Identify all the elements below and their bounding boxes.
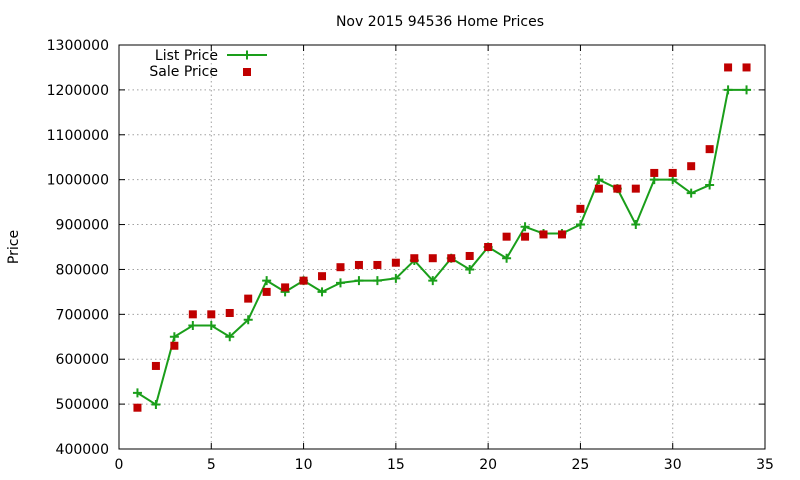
sale-price-point <box>188 310 197 319</box>
y-tick-label: 900000 <box>56 218 109 234</box>
list-price-point <box>169 332 179 342</box>
sale-price-point <box>687 162 696 171</box>
y-tick-label: 400000 <box>56 442 109 458</box>
legend-label-sale-price: Sale Price <box>149 64 218 80</box>
y-tick-label: 500000 <box>56 397 109 413</box>
sale-price-point <box>447 254 456 263</box>
list-price-point <box>686 188 696 198</box>
sale-price-point <box>576 204 585 213</box>
sale-price-point <box>557 230 566 239</box>
y-tick-label: 1200000 <box>47 83 109 99</box>
sale-price-point <box>742 63 751 72</box>
sale-price-point <box>631 184 640 193</box>
sale-price-point <box>354 260 363 269</box>
y-tick-label: 1100000 <box>47 128 109 144</box>
sale-price-point <box>594 184 603 193</box>
x-tick-label: 5 <box>207 457 216 473</box>
list-price-point <box>188 321 198 331</box>
list-price-point <box>723 85 733 95</box>
list-price-point <box>465 264 475 274</box>
list-price-point <box>206 321 216 331</box>
plot-frame <box>118 44 766 450</box>
sale-price-point <box>539 230 548 239</box>
sale-price-point <box>318 272 327 281</box>
list-price-point <box>335 278 345 288</box>
sale-price-point <box>410 254 419 263</box>
data-series <box>132 63 752 412</box>
sale-price-point <box>336 263 345 272</box>
x-tick-label: 25 <box>572 457 590 473</box>
sale-price-point <box>428 254 437 263</box>
list-price-point <box>243 315 253 325</box>
list-price-point <box>631 220 641 230</box>
sale-price-point <box>484 243 493 251</box>
list-price-point <box>594 175 604 185</box>
list-price-point <box>705 180 715 190</box>
sale-price-point <box>170 341 179 350</box>
sale-price-point <box>262 287 271 296</box>
list-price-point <box>225 332 235 342</box>
x-tick-label: 10 <box>295 457 313 473</box>
sale-price-point <box>465 251 474 260</box>
list-price-point <box>372 276 382 286</box>
legend: List Price Sale Price <box>149 48 267 80</box>
y-axis-label: Price <box>6 230 22 264</box>
grid <box>119 45 765 449</box>
list-price-point <box>502 253 512 263</box>
y-tick-label: 600000 <box>56 352 109 368</box>
sale-price-point <box>225 308 234 317</box>
x-tick-label: 35 <box>756 457 774 473</box>
sale-price-point <box>391 258 400 267</box>
x-tick-label: 30 <box>664 457 682 473</box>
sale-price-point <box>613 184 622 193</box>
sale-price-point <box>650 168 659 177</box>
sale-price-point <box>244 294 253 303</box>
sale-price-point <box>373 260 382 269</box>
axis-ticks <box>118 44 766 450</box>
tick-labels: 0 5 10 15 20 25 30 35 400000 500000 600000 700000 80… <box>47 38 774 473</box>
x-tick-label: 20 <box>479 457 497 473</box>
sale-price-point <box>502 232 511 241</box>
list-price-point <box>132 388 142 398</box>
list-price-point <box>520 222 530 232</box>
list-price-point <box>317 287 327 297</box>
x-tick-label: 15 <box>387 457 405 473</box>
list-price-point <box>742 85 752 95</box>
y-tick-label: 1000000 <box>47 173 109 189</box>
legend-marker-list-price <box>242 50 252 60</box>
list-price-point <box>262 276 272 286</box>
sale-price-point <box>724 63 733 72</box>
series-line-list-price <box>136 88 747 406</box>
y-tick-label: 1300000 <box>47 38 109 54</box>
list-price-point <box>428 276 438 286</box>
list-price-point <box>354 276 364 286</box>
sale-price-point <box>133 403 142 412</box>
sale-price-point <box>668 168 677 177</box>
list-price-point <box>575 220 585 230</box>
sale-price-point <box>207 310 216 319</box>
y-tick-label: 800000 <box>56 262 109 278</box>
x-tick-label: 0 <box>115 457 124 473</box>
legend-label-list-price: List Price <box>155 48 218 64</box>
sale-price-point <box>281 283 290 292</box>
sale-price-point <box>151 361 160 370</box>
sale-price-point <box>521 232 530 241</box>
list-price-point <box>391 273 401 283</box>
legend-marker-sale-price <box>243 68 251 76</box>
sale-price-point <box>705 145 714 154</box>
chart-title: Nov 2015 94536 Home Prices <box>336 14 544 30</box>
sale-price-point <box>299 276 308 285</box>
y-tick-label: 700000 <box>56 307 109 323</box>
list-price-point <box>151 400 161 410</box>
